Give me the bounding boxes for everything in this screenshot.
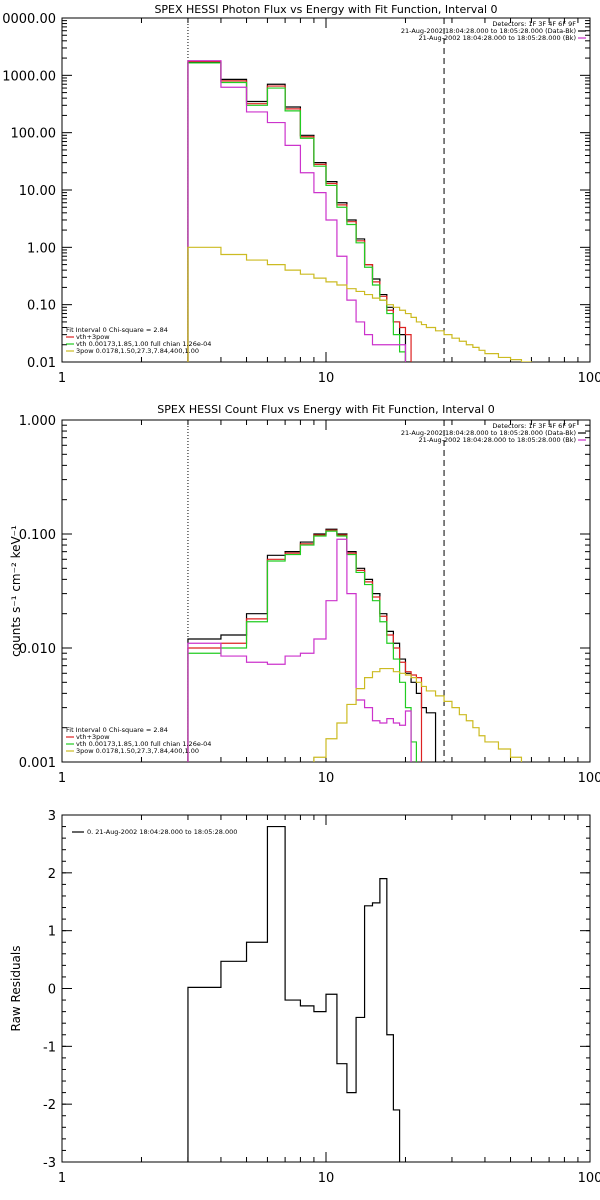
y-tick-label: 1 — [48, 925, 56, 940]
series-1-line — [187, 825, 401, 1162]
x-tick-label: 100 — [578, 771, 600, 786]
legend-bottom-text: vth+3pow — [76, 333, 110, 341]
chart-title: SPEX HESSI Photon Flux vs Energy with Fi… — [154, 3, 497, 16]
legend-bottom-text: 3pow 0.0178,1.50,27.3,7.84,400,1.00 — [76, 747, 199, 755]
legend-top-text: 21-Aug-2002 18:04:28.000 to 18:05:28.000… — [401, 27, 576, 35]
x-tick-label: 1 — [58, 1171, 66, 1186]
legend-bottom-text: vth+3pow — [76, 733, 110, 741]
legend-text: 0. 21-Aug-2002 18:04:28.000 to 18:05:28.… — [87, 828, 237, 836]
legend-bottom-text: vth 0.00173,1.85,1.00 full chian 1.26e-0… — [76, 340, 211, 348]
plot-area — [187, 18, 533, 362]
chart-2: SPEX HESSI Count Flux vs Energy with Fit… — [9, 403, 600, 786]
series-4-line — [187, 60, 407, 362]
x-tick-label: 10 — [318, 371, 335, 386]
y-tick-label: -3 — [43, 1156, 56, 1171]
legend-bottom-text: Fit Interval 0 Chi-square = 2.84 — [66, 726, 168, 734]
y-tick-label: 0.10 — [27, 299, 56, 314]
x-tick-label: 1 — [58, 371, 66, 386]
x-tick-label: 10 — [318, 1171, 335, 1186]
x-tick-label: 10 — [318, 771, 335, 786]
plot-area — [187, 825, 401, 1162]
y-tick-label: 1000.00 — [2, 69, 56, 84]
y-tick-label: 2 — [48, 867, 56, 882]
legend-top-text: 21-Aug-2002 18:04:28.000 to 18:05:28.000… — [419, 436, 576, 444]
y-tick-label: 1.00 — [27, 241, 56, 256]
plot-frame — [61, 419, 591, 763]
legend-bottom-text: vth 0.00173,1.85,1.00 full chian 1.26e-0… — [76, 740, 211, 748]
plot-frame — [61, 17, 591, 363]
y-tick-label: 0000.00 — [2, 12, 56, 27]
x-tick-label: 100 — [578, 1171, 600, 1186]
legend-bottom-text: 3pow 0.0178,1.50,27.3,7.84,400,1.00 — [76, 347, 199, 355]
x-tick-label: 100 — [578, 371, 600, 386]
y-tick-label: 10.00 — [19, 184, 56, 199]
y-axis-label: counts s⁻¹ cm⁻² keV⁻¹ — [9, 525, 23, 657]
chart-1: SPEX HESSI Photon Flux vs Energy with Fi… — [2, 3, 600, 386]
y-tick-label: -1 — [43, 1040, 56, 1055]
series-3-line — [187, 62, 407, 362]
y-tick-label: 0.010 — [19, 642, 56, 657]
legend-bottom-text: Fit Interval 0 Chi-square = 2.84 — [66, 326, 168, 334]
y-tick-label: 100.00 — [11, 127, 57, 142]
series-3-line — [187, 530, 417, 762]
legend-top-text: 21-Aug-2002 18:04:28.000 to 18:05:28.000… — [419, 34, 576, 42]
x-tick-label: 1 — [58, 771, 66, 786]
y-tick-label: 1.000 — [19, 414, 56, 429]
legend-top-text: Detectors: 1F 3F 4F 6F 9F — [492, 422, 576, 430]
legend-top-text: Detectors: 1F 3F 4F 6F 9F — [492, 20, 576, 28]
chart-3: Raw Residuals 1 10 100 -3 -2 -1 0 1 2 3 0. 21-Aug-2… — [9, 809, 600, 1186]
y-tick-label: 3 — [48, 809, 56, 824]
series-4-line — [187, 538, 412, 762]
series-5-line — [187, 246, 533, 362]
series-1-line — [187, 61, 412, 362]
y-tick-label: 0.01 — [27, 356, 56, 371]
plot-area — [187, 420, 523, 762]
y-axis-label: Raw Residuals — [9, 946, 23, 1032]
chart-title: SPEX HESSI Count Flux vs Energy with Fit… — [157, 403, 494, 416]
plot-frame — [61, 814, 591, 1163]
y-tick-label: 0 — [48, 983, 56, 998]
y-tick-label: 0.100 — [19, 528, 56, 543]
y-tick-label: 0.001 — [19, 756, 56, 771]
series-5-line — [313, 667, 523, 762]
legend-top-text: 21-Aug-2002 18:04:28.000 to 18:05:28.000… — [401, 429, 576, 437]
y-tick-label: -2 — [43, 1098, 56, 1113]
